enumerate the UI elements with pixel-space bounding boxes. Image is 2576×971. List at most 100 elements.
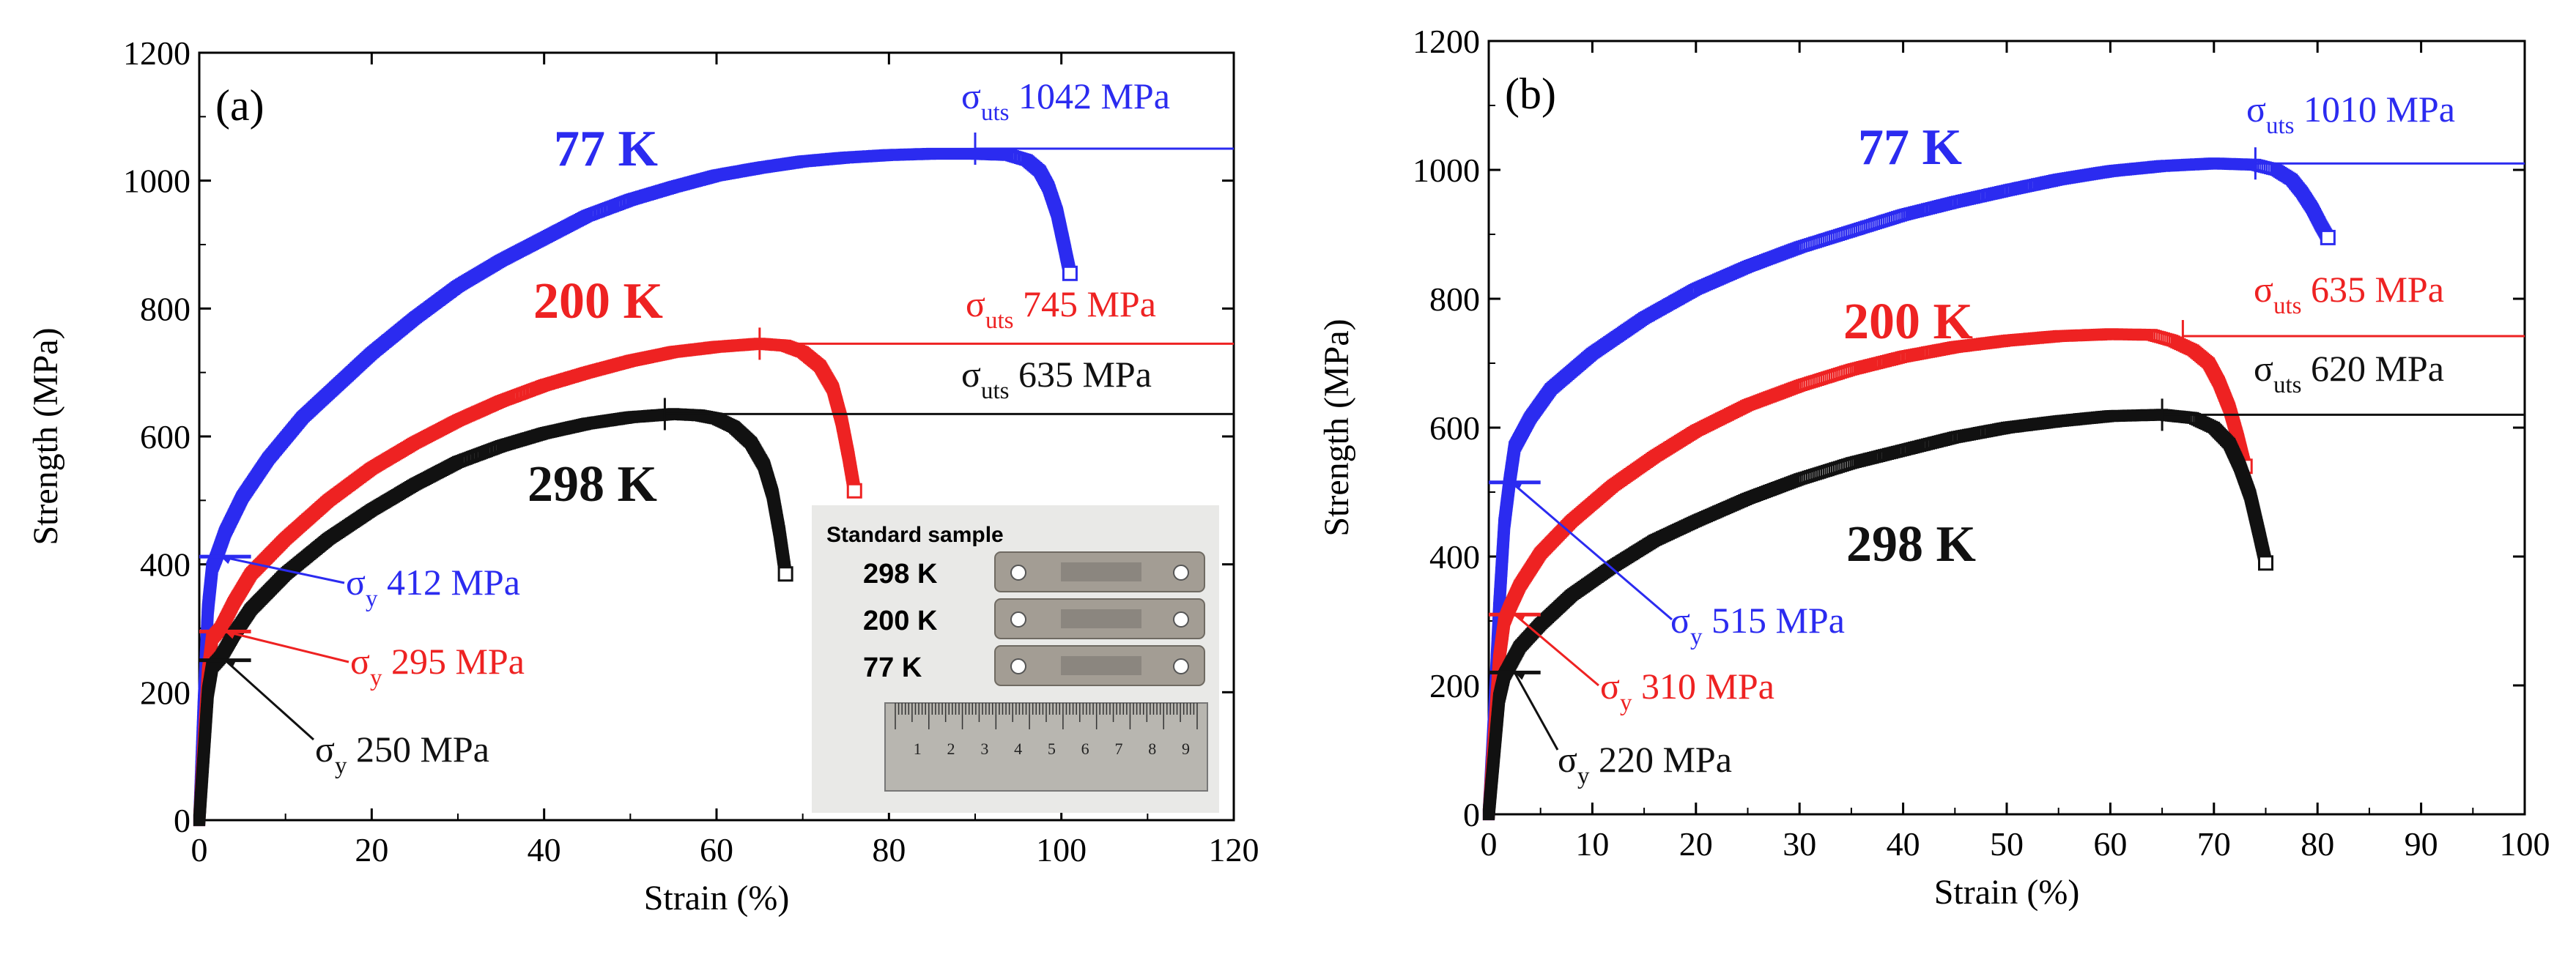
ys-arrow-head <box>1514 671 1527 680</box>
chart-panel-a: 0 20 40 60 80 100 120020040060080010001200Stra… <box>26 34 1259 918</box>
uts-label-77k: σuts 1042 MPa <box>961 75 1170 126</box>
specimen-gauge <box>1061 562 1141 581</box>
series-label-200k: 200 K <box>1843 294 1973 350</box>
ys-arrow-head <box>225 658 237 668</box>
x-tick-label: 60 <box>2093 825 2127 863</box>
series-end-point <box>2258 555 2273 571</box>
uts-label-200k: σuts 635 MPa <box>2254 269 2444 319</box>
ys-label-77k-text: σy 412 MPa <box>346 562 520 612</box>
ys-label-200k-text: σy 310 MPa <box>1600 666 1774 716</box>
y-axis-title: Strength (MPa) <box>1317 319 1356 536</box>
ys-label-298k: σy 220 MPa <box>1558 739 1732 789</box>
uts-label-200k-text: σuts 745 MPa <box>966 283 1156 334</box>
series-298k <box>1482 409 2273 821</box>
ys-arrow-head <box>1511 480 1524 490</box>
ys-arrow-head <box>225 630 237 639</box>
uts-label-200k: σuts 745 MPa <box>966 283 1156 334</box>
series-markers <box>193 338 861 827</box>
ys-label-298k-text: σy 250 MPa <box>315 729 489 779</box>
series-label-298k: 298 K <box>528 456 657 513</box>
ys-pointer-arrow <box>1511 481 1673 621</box>
inset-title: Standard sample <box>826 523 1004 547</box>
ruler-number: 8 <box>1148 740 1156 758</box>
x-tick-label: 20 <box>355 831 388 868</box>
uts-label-77k-text: σuts 1042 MPa <box>961 75 1170 126</box>
series-markers <box>193 408 792 827</box>
chart-panel-b: 0 10 20 30 40 50 60 70 80 90 100020040060080010001… <box>1317 23 2550 912</box>
series-298k <box>193 408 793 827</box>
series-label-298k: 298 K <box>1846 516 1976 573</box>
x-tick-label: 30 <box>1783 825 1816 863</box>
ruler-number: 3 <box>980 740 988 758</box>
specimen-hole <box>1010 565 1026 581</box>
x-tick-label: 20 <box>1679 825 1713 863</box>
panel-label: (a) <box>215 81 264 130</box>
ruler-number: 4 <box>1014 740 1022 758</box>
ys-label-200k: σy 310 MPa <box>1600 666 1774 716</box>
ys-label-200k-text: σy 295 MPa <box>350 641 525 691</box>
specimen-gauge <box>1061 609 1141 628</box>
x-tick-label: 80 <box>2301 825 2334 863</box>
x-tick-label: 40 <box>528 831 561 868</box>
series-end-point <box>2320 229 2336 245</box>
ys-pointer-arrow <box>221 555 345 584</box>
ys-pointer-arrow <box>1514 614 1599 687</box>
uts-label-200k-text: σuts 635 MPa <box>2254 269 2444 319</box>
x-tick-label: 100 <box>2500 825 2550 863</box>
ruler-number: 1 <box>914 740 922 758</box>
y-tick-label: 0 <box>1463 796 1480 833</box>
specimen-hole <box>1173 611 1189 628</box>
y-tick-label: 600 <box>1429 409 1480 447</box>
x-tick-label: 100 <box>1036 831 1087 868</box>
y-tick-label: 200 <box>1429 667 1480 704</box>
specimen-hole <box>1173 565 1189 581</box>
ys-label-200k: σy 295 MPa <box>350 641 525 691</box>
y-tick-label: 800 <box>1429 280 1480 318</box>
specimen-hole <box>1010 658 1026 674</box>
x-tick-label: 0 <box>191 831 208 868</box>
x-tick-label: 0 <box>1481 825 1498 863</box>
ruler-number: 2 <box>947 740 955 758</box>
series-label-200k: 200 K <box>533 273 663 330</box>
y-tick-label: 400 <box>1429 538 1480 576</box>
y-tick-label: 600 <box>140 418 190 455</box>
ruler-number: 6 <box>1081 740 1089 758</box>
series-end-point <box>846 483 862 499</box>
y-tick-label: 800 <box>140 290 190 327</box>
y-tick-label: 1200 <box>123 34 190 72</box>
x-axis-title: Strain (%) <box>644 879 790 918</box>
y-tick-label: 1200 <box>1413 23 1480 60</box>
y-tick-label: 400 <box>140 546 190 584</box>
uts-label-77k: σuts 1010 MPa <box>2246 89 2455 139</box>
ys-pointer-arrow <box>1514 671 1559 751</box>
ys-arrow-head <box>221 555 233 565</box>
inset-photo: Standard sample 298 K 200 K 77 K 1 2 3 4 5 6 7 8 9 <box>812 505 1219 813</box>
uts-label-298k: σuts 620 MPa <box>2254 348 2444 398</box>
ys-label-298k: σy 250 MPa <box>315 729 489 779</box>
inset-row-label: 298 K <box>863 559 938 589</box>
panel-label: (b) <box>1505 70 1556 118</box>
ys-pointer-arrow <box>224 630 349 663</box>
y-tick-label: 1000 <box>123 163 190 200</box>
x-tick-label: 60 <box>700 831 733 868</box>
ys-label-77k: σy 515 MPa <box>1670 600 1845 650</box>
uts-label-298k-text: σuts 620 MPa <box>2254 348 2444 398</box>
specimen-hole <box>1173 658 1189 674</box>
y-tick-label: 0 <box>174 802 190 839</box>
series-end-point <box>1062 265 1078 281</box>
uts-label-298k-text: σuts 635 MPa <box>961 354 1152 404</box>
uts-label-77k-text: σuts 1010 MPa <box>2246 89 2455 139</box>
specimen-gauge <box>1061 656 1141 675</box>
x-tick-label: 10 <box>1575 825 1609 863</box>
uts-label-298k: σuts 635 MPa <box>961 354 1152 404</box>
x-tick-label: 40 <box>1887 825 1920 863</box>
y-tick-label: 200 <box>140 674 190 711</box>
ruler-number: 9 <box>1182 740 1190 758</box>
ys-pointer-arrow <box>224 659 315 741</box>
y-tick-label: 1000 <box>1413 152 1480 189</box>
inset-row-label: 200 K <box>863 606 938 636</box>
series-label-77k: 77 K <box>1858 119 1962 176</box>
series-markers <box>1482 409 2272 821</box>
inset-row-label: 77 K <box>863 652 922 683</box>
